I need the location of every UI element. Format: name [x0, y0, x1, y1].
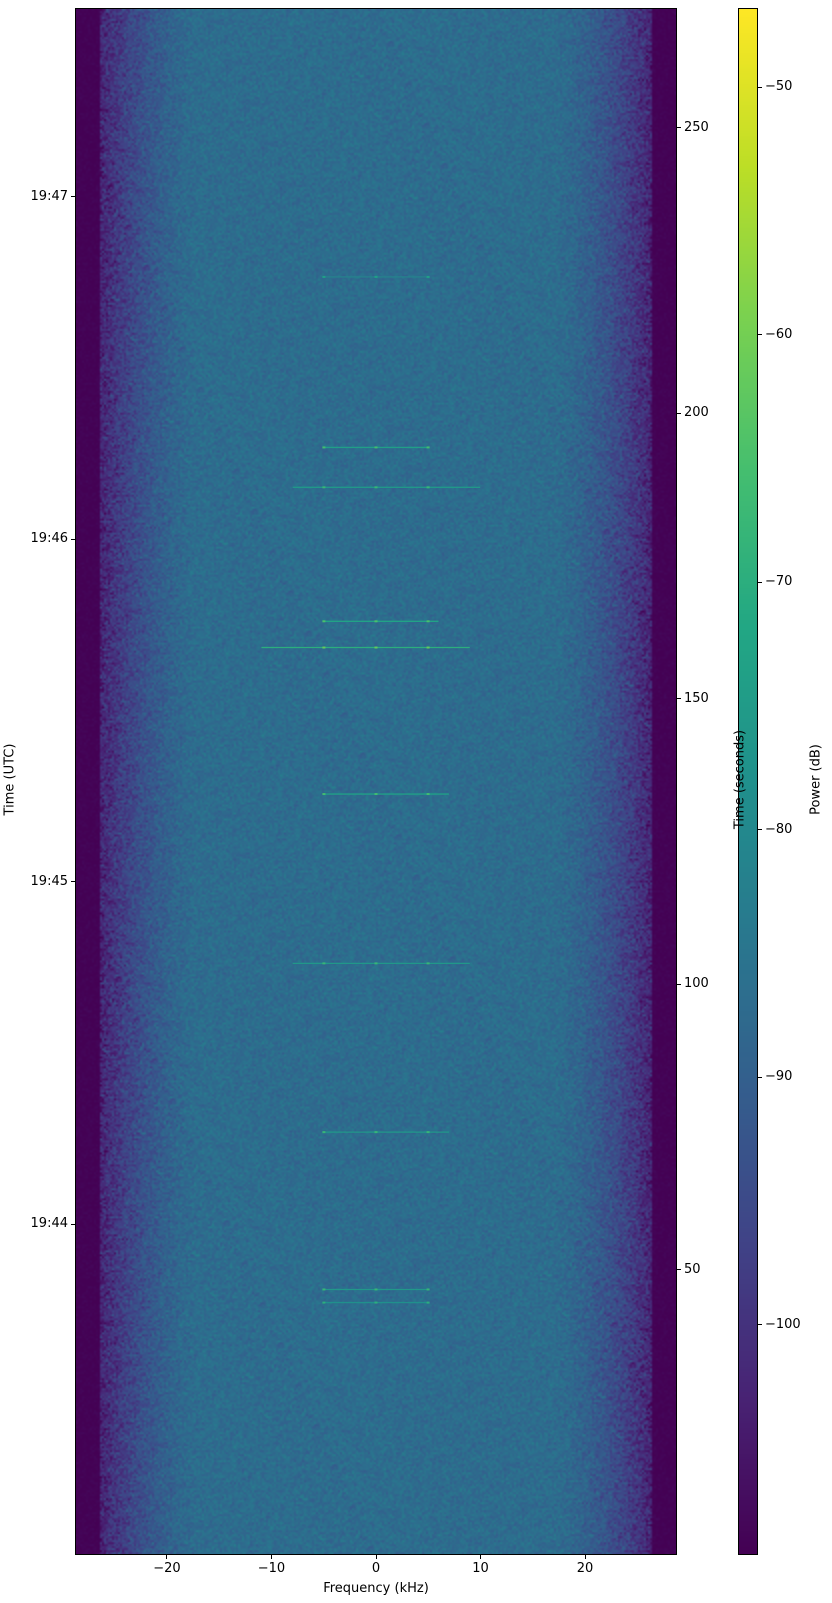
colorbar-tick-label: −60	[765, 326, 793, 342]
colorbar-tick-label: −50	[765, 79, 793, 95]
colorbar-label: Power (dB)	[808, 744, 824, 815]
x-tick	[166, 1555, 168, 1559]
colorbar-tick-label: −70	[765, 574, 793, 590]
right-y-tick	[677, 127, 681, 129]
left-y-tick-label: 19:45	[30, 873, 68, 889]
burst-peak-2	[374, 486, 378, 489]
burst-peak-0	[426, 275, 430, 278]
colorbar-tick	[758, 86, 762, 88]
burst-peak-9	[374, 1301, 378, 1304]
burst-peak-9	[322, 1301, 326, 1304]
spectrogram-plot-area	[75, 8, 677, 1555]
colorbar-tick	[758, 334, 762, 336]
burst-peak-0	[374, 275, 378, 278]
burst-peak-4	[426, 646, 430, 649]
burst-peak-6	[426, 962, 430, 965]
burst-peak-7	[374, 1131, 378, 1134]
burst-peak-2	[426, 486, 430, 489]
burst-peak-1	[374, 446, 378, 449]
burst-peak-5	[426, 793, 430, 796]
colorbar-tick	[758, 1076, 762, 1078]
right-y-axis-label: Time (seconds)	[732, 729, 748, 830]
x-tick-label: −20	[153, 1561, 181, 1576]
burst-peak-1	[322, 446, 326, 449]
burst-peak-9	[426, 1301, 430, 1304]
burst-peak-6	[374, 962, 378, 965]
spectrogram-image	[76, 9, 676, 1554]
x-tick	[480, 1555, 481, 1559]
colorbar-tick	[758, 581, 762, 583]
burst-peak-2	[322, 486, 326, 489]
burst-peak-5	[322, 793, 326, 796]
right-y-tick	[677, 412, 681, 414]
left-y-tick	[71, 1223, 75, 1225]
left-y-tick	[71, 538, 75, 540]
left-y-tick-label: 19:47	[30, 188, 68, 204]
colorbar-tick-label: −90	[765, 1069, 793, 1085]
x-tick	[584, 1555, 586, 1559]
x-tick	[270, 1555, 272, 1559]
right-y-tick-label: 200	[684, 405, 709, 421]
colorbar-tick-label: −100	[765, 1316, 801, 1332]
burst-peak-5	[374, 793, 378, 796]
right-y-tick-label: 250	[684, 119, 709, 135]
left-y-axis-label: Time (UTC)	[2, 743, 18, 816]
x-tick	[375, 1555, 377, 1559]
colorbar-gradient	[739, 9, 757, 1554]
burst-peak-7	[426, 1131, 430, 1134]
right-y-tick	[677, 1269, 681, 1271]
right-y-tick-label: 100	[684, 976, 709, 992]
x-tick-label: 0	[371, 1561, 381, 1576]
burst-layer	[261, 275, 481, 1304]
burst-peak-1	[426, 446, 430, 449]
right-y-tick-label: 50	[684, 1261, 701, 1277]
x-tick-label: −10	[257, 1561, 286, 1576]
colorbar-tick-label: −80	[765, 821, 793, 837]
left-y-tick	[71, 881, 75, 883]
right-y-tick-label: 150	[684, 690, 709, 706]
burst-peak-8	[374, 1288, 378, 1291]
burst-peak-4	[374, 646, 378, 649]
left-y-tick-label: 19:44	[30, 1216, 68, 1232]
right-y-tick	[677, 698, 681, 700]
x-axis-label: Frequency (kHz)	[323, 1581, 429, 1596]
colorbar	[738, 8, 758, 1555]
colorbar-tick	[758, 829, 762, 831]
burst-peak-6	[322, 962, 326, 965]
right-y-tick	[677, 983, 681, 985]
x-tick-label: 20	[576, 1561, 594, 1576]
burst-peak-3	[374, 620, 378, 623]
left-y-tick-label: 19:46	[30, 531, 68, 547]
left-y-tick	[71, 196, 75, 198]
colorbar-tick	[758, 1324, 762, 1326]
burst-peak-0	[322, 275, 326, 278]
burst-peak-8	[322, 1288, 326, 1291]
burst-peak-3	[426, 620, 430, 623]
burst-peak-8	[426, 1288, 430, 1291]
x-tick-label: 10	[472, 1561, 489, 1576]
burst-peak-4	[322, 646, 326, 649]
burst-peak-7	[322, 1131, 326, 1134]
burst-peak-3	[322, 620, 326, 623]
